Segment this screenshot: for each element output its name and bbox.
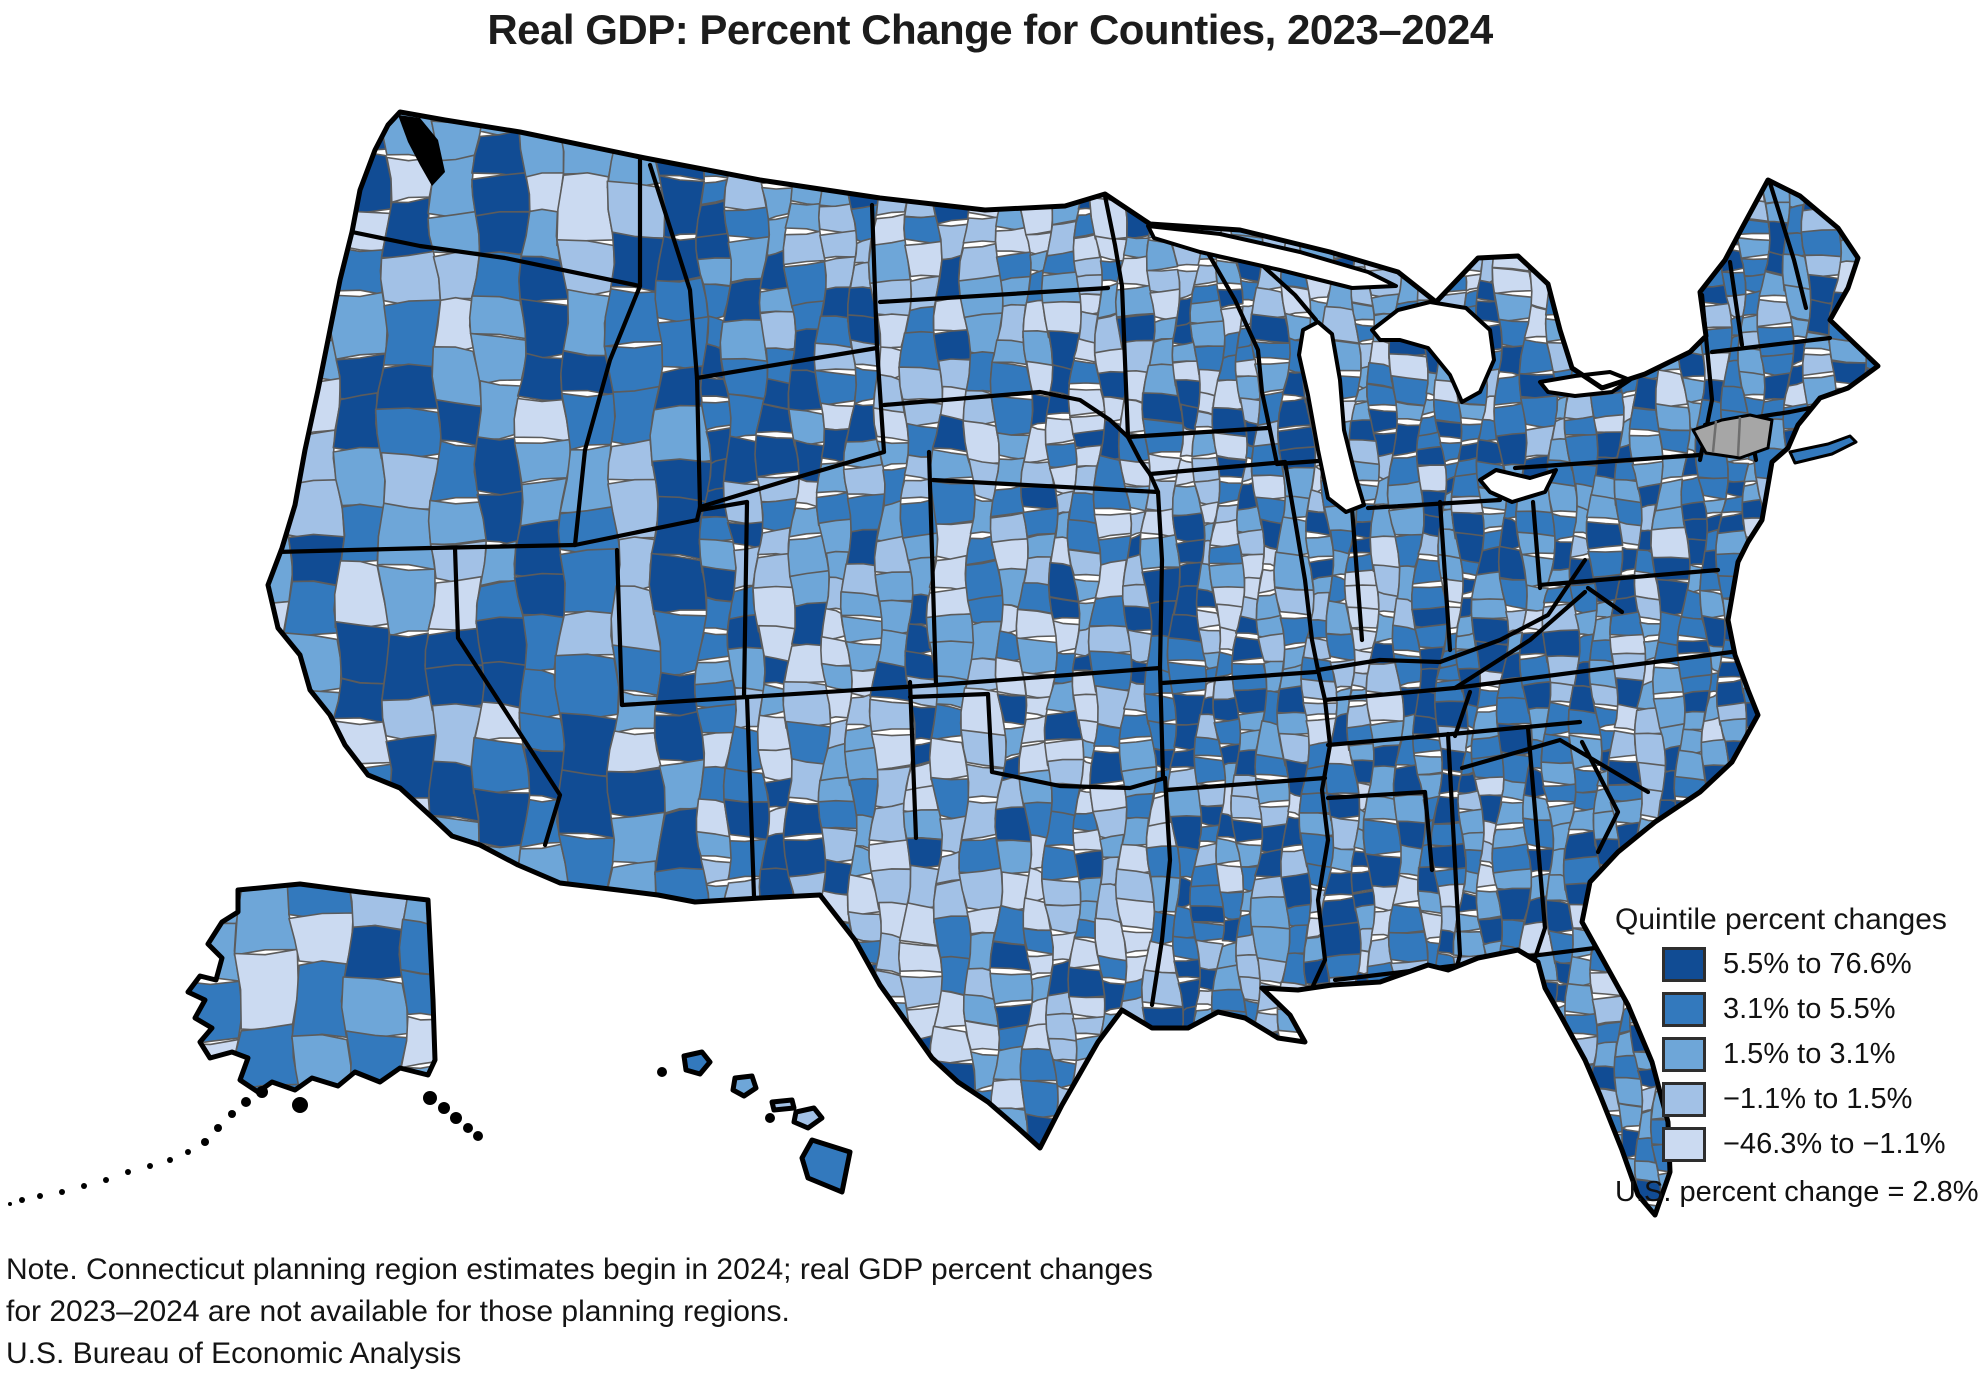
great-lakes bbox=[1146, 224, 1632, 514]
legend-label-q3: 1.5% to 3.1% bbox=[1723, 1038, 1896, 1070]
note-line-2: for 2023–2024 are not available for thos… bbox=[6, 1295, 790, 1328]
source-attribution: U.S. Bureau of Economic Analysis bbox=[6, 1337, 462, 1370]
legend-title: Quintile percent changes bbox=[1615, 903, 1947, 936]
puget-sound bbox=[398, 115, 445, 186]
us-percent-change: U.S. percent change = 2.8% bbox=[1615, 1176, 1979, 1208]
legend-label-q1: 5.5% to 76.6% bbox=[1723, 948, 1912, 980]
state-borders bbox=[273, 157, 1833, 1008]
legend-label-q4: −1.1% to 1.5% bbox=[1723, 1083, 1913, 1115]
legend-swatch-q5 bbox=[1662, 1127, 1706, 1162]
legend-swatch-q3 bbox=[1662, 1037, 1706, 1072]
legend-row: 1.5% to 3.1% bbox=[1662, 1037, 1978, 1072]
legend-label-q5: −46.3% to −1.1% bbox=[1723, 1128, 1946, 1160]
legend-row: 3.1% to 5.5% bbox=[1662, 992, 1978, 1027]
legend-row: −46.3% to −1.1% bbox=[1662, 1127, 1978, 1162]
legend-swatch-q4 bbox=[1662, 1082, 1706, 1117]
legend-swatch-q1 bbox=[1662, 947, 1706, 982]
map-note: Note. Connecticut planning region estima… bbox=[6, 1249, 1153, 1333]
legend-label-q2: 3.1% to 5.5% bbox=[1723, 993, 1896, 1025]
alaska-border bbox=[185, 881, 438, 1095]
map-legend: Quintile percent changes 5.5% to 76.6% 3… bbox=[1615, 903, 1979, 1209]
legend-row: 5.5% to 76.6% bbox=[1662, 947, 1978, 982]
legend-swatch-q2 bbox=[1662, 992, 1706, 1027]
aleutian-islands bbox=[8, 1086, 483, 1206]
long-island bbox=[1788, 434, 1858, 465]
hawaii bbox=[657, 1049, 853, 1195]
connecticut-no-data bbox=[1691, 413, 1774, 460]
legend-row: −1.1% to 1.5% bbox=[1662, 1082, 1978, 1117]
national-border bbox=[265, 109, 1881, 1218]
note-line-1: Note. Connecticut planning region estima… bbox=[6, 1253, 1153, 1286]
map-title: Real GDP: Percent Change for Counties, 2… bbox=[487, 6, 1493, 53]
